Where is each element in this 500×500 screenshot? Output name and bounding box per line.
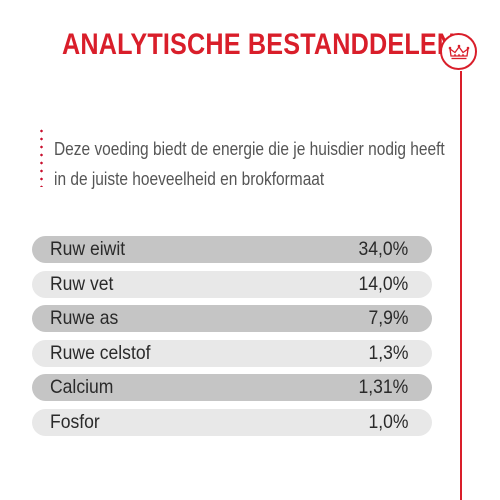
dotted-accent-line	[40, 127, 43, 187]
nutrient-value: 7,9%	[367, 307, 408, 330]
nutrient-name: Calcium	[50, 376, 114, 399]
nutrient-name: Ruwe as	[50, 307, 119, 330]
nutrient-name: Ruw eiwit	[50, 238, 126, 260]
nutrient-row-calcium: Calcium 1,31%	[32, 374, 432, 402]
nutrient-row-ruwe-as: Ruwe as 7,9%	[32, 305, 432, 333]
crown-icon	[448, 44, 469, 59]
intro-text: Deze voeding biedt de energie die je hui…	[54, 134, 445, 194]
intro-line-1: Deze voeding biedt de energie die je hui…	[54, 139, 445, 159]
vertical-divider	[460, 71, 462, 500]
nutrient-value: 1,0%	[367, 410, 408, 433]
page-title: ANALYTISCHE BESTANDDELEN	[62, 28, 456, 61]
intro-line-2: in de juiste hoeveelheid en brokformaat	[54, 169, 325, 189]
nutrient-name: Fosfor	[50, 410, 100, 433]
nutrient-row-fosfor: Fosfor 1,0%	[32, 408, 432, 436]
nutrient-name: Ruwe celstof	[50, 341, 151, 364]
nutrient-table: Ruw eiwit 34,0% Ruw vet 14,0% Ruwe as 7,…	[32, 236, 432, 444]
nutrient-value: 14,0%	[358, 272, 408, 295]
nutrient-value: 34,0%	[358, 238, 408, 260]
nutrient-row-ruw-vet: Ruw vet 14,0%	[32, 270, 432, 298]
nutrient-row-ruwe-celstof: Ruwe celstof 1,3%	[32, 339, 432, 367]
nutrient-name: Ruw vet	[50, 272, 114, 295]
nutrient-value: 1,3%	[367, 341, 408, 364]
nutrient-value: 1,31%	[358, 376, 408, 399]
nutrient-row-ruw-eiwit: Ruw eiwit 34,0%	[32, 236, 432, 263]
brand-badge	[440, 33, 477, 70]
